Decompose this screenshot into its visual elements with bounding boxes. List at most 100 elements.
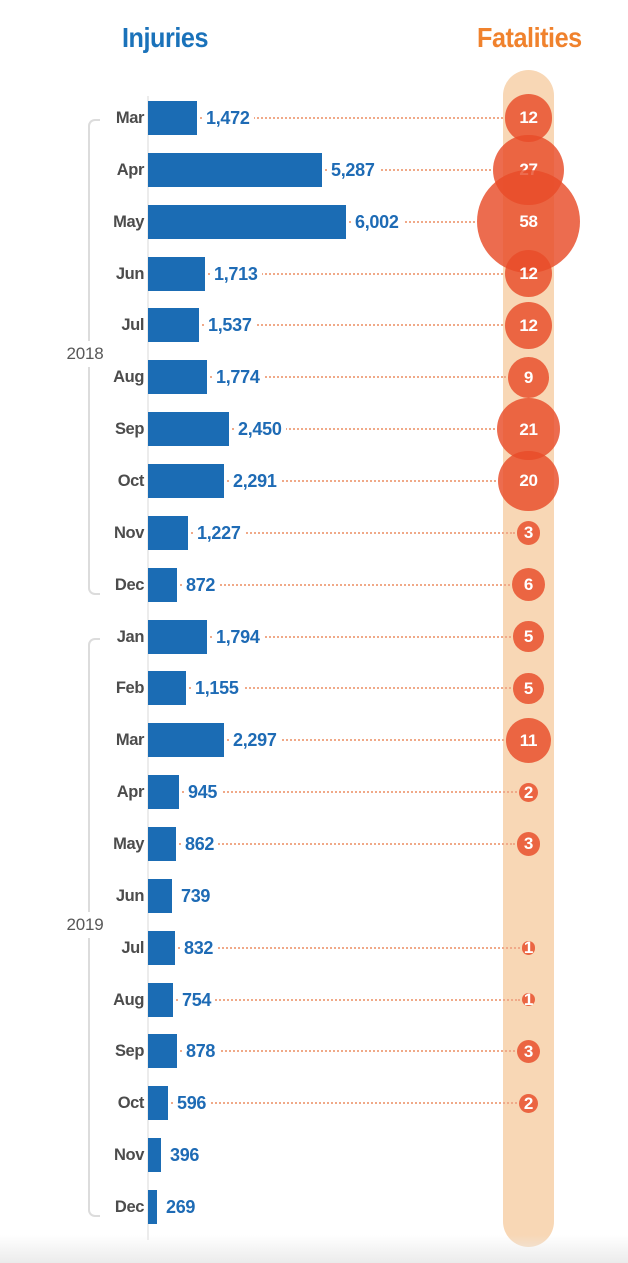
injuries-bar-2018-sep	[148, 412, 229, 447]
fatalities-bubble-2018-aug: 9	[508, 356, 549, 398]
leader-dotted-line	[210, 635, 512, 638]
fatalities-value: 11	[519, 730, 538, 750]
injuries-bar-2019-apr	[148, 775, 179, 810]
fatalities-bubble-2019-oct: 2	[518, 1093, 539, 1113]
injuries-bar-2019-aug	[148, 982, 173, 1017]
injuries-value-2018-sep: 2,450	[234, 418, 286, 441]
injuries-bar-2019-jan	[148, 619, 207, 654]
injuries-bar-2018-may	[148, 204, 346, 239]
injuries-value-2018-nov: 1,227	[193, 521, 245, 544]
injuries-value-2018-dec: 872	[182, 573, 220, 596]
injuries-value-2019-jun: 739	[177, 884, 215, 907]
leader-dotted-line	[208, 272, 503, 275]
fatalities-value: 2	[523, 782, 534, 802]
injuries-bar-2019-oct	[148, 1086, 168, 1121]
month-label-2018-sep: Sep	[114, 420, 144, 439]
fatalities-bubble-2019-jan: 5	[513, 621, 544, 652]
injuries-bar-2019-sep	[148, 1034, 177, 1069]
fatalities-bubble-2018-jul: 12	[504, 301, 553, 349]
injuries-value-2019-nov: 396	[166, 1144, 204, 1167]
leader-dotted-line	[171, 1102, 517, 1105]
year-label-2019: 2019	[56, 911, 114, 938]
bottom-fade	[0, 1235, 628, 1263]
month-label-2018-may: May	[113, 212, 144, 231]
month-label-2018-jul: Jul	[121, 316, 144, 335]
leader-dotted-line	[227, 739, 504, 742]
fatalities-value: 3	[523, 1041, 534, 1061]
leader-dotted-line	[180, 583, 510, 586]
month-label-2019-mar: Mar	[115, 731, 145, 750]
month-label-2018-dec: Dec	[114, 575, 144, 594]
month-label-2019-oct: Oct	[117, 1094, 145, 1113]
injuries-value-2019-oct: 596	[173, 1092, 211, 1115]
injuries-bar-2019-nov	[148, 1138, 161, 1173]
fatalities-value: 3	[523, 523, 534, 543]
month-label-2019-sep: Sep	[114, 1042, 144, 1061]
month-label-2019-apr: Apr	[116, 783, 145, 802]
fatalities-bubble-2019-feb: 5	[513, 673, 544, 704]
injuries-title: Injuries	[122, 22, 209, 53]
fatalities-value: 5	[523, 678, 534, 698]
fatalities-value: 3	[523, 834, 534, 854]
month-label-2019-may: May	[113, 834, 144, 853]
leader-dotted-line	[210, 376, 507, 379]
leader-dotted-line	[182, 791, 517, 794]
month-label-2018-mar: Mar	[115, 109, 145, 127]
fatalities-bubble-2018-dec: 6	[511, 568, 546, 602]
fatalities-value: 21	[519, 419, 538, 439]
injuries-value-2018-jun: 1,713	[210, 262, 262, 285]
injuries-value-2019-may: 862	[181, 832, 219, 855]
injuries-value-2019-aug: 754	[178, 988, 216, 1011]
injuries-bar-2018-nov	[148, 515, 188, 550]
month-label-2018-aug: Aug	[113, 368, 144, 387]
leader-dotted-line	[178, 946, 520, 949]
injuries-value-2018-apr: 5,287	[327, 158, 379, 181]
injuries-value-2018-mar: 1,472	[202, 107, 254, 129]
month-label-2019-jan: Jan	[116, 627, 145, 646]
injuries-bar-2018-apr	[148, 152, 322, 187]
leader-dotted-line	[176, 998, 520, 1001]
month-label-2019-nov: Nov	[114, 1146, 144, 1165]
injuries-value-2018-jul: 1,537	[204, 314, 256, 337]
injuries-bar-2019-jul	[148, 930, 175, 965]
injuries-bar-2018-jul	[148, 308, 199, 343]
fatalities-value: 2	[523, 1093, 534, 1113]
fatalities-bubble-2018-oct: 20	[498, 450, 559, 512]
injuries-value-2018-aug: 1,774	[212, 366, 264, 389]
fatalities-bubble-2019-sep: 3	[516, 1039, 541, 1064]
fatalities-title: Fatalities	[477, 22, 582, 53]
injuries-bar-2018-oct	[148, 463, 224, 498]
injuries-bar-2019-feb	[148, 671, 186, 706]
injuries-value-2019-jul: 832	[180, 936, 218, 959]
month-label-2018-oct: Oct	[117, 471, 145, 490]
injuries-value-2018-oct: 2,291	[229, 469, 281, 492]
fatalities-bubble-2018-jun: 12	[504, 250, 553, 298]
fatalities-value: 20	[519, 471, 538, 491]
leader-dotted-line	[349, 220, 475, 223]
year-label-2018: 2018	[56, 341, 114, 368]
injuries-bar-2019-mar	[148, 723, 224, 758]
month-label-2019-feb: Feb	[115, 679, 145, 698]
month-label-2018-nov: Nov	[114, 523, 144, 542]
month-label-2018-jun: Jun	[115, 264, 145, 283]
injuries-value-2019-dec: 269	[162, 1195, 200, 1218]
injuries-bar-2019-jun	[148, 878, 172, 913]
leader-dotted-line	[232, 428, 496, 431]
leader-dotted-line	[227, 479, 497, 482]
month-label-2019-aug: Aug	[113, 990, 144, 1009]
fatalities-bubble-2018-mar: 12	[504, 94, 553, 142]
leader-dotted-line	[325, 168, 492, 171]
month-label-2018-apr: Apr	[116, 160, 145, 179]
injuries-value-2019-feb: 1,155	[191, 677, 243, 700]
injuries-bar-2018-mar	[148, 101, 197, 135]
injuries-bar-2018-jun	[148, 256, 205, 291]
leader-dotted-line	[180, 1050, 515, 1053]
leader-dotted-line	[179, 842, 515, 845]
fatalities-bubble-2019-apr: 2	[518, 782, 539, 802]
bar-baseline-axis	[147, 96, 149, 1240]
fatalities-bubble-2018-nov: 3	[516, 521, 541, 545]
leader-dotted-line	[200, 117, 503, 119]
injuries-value-2019-sep: 878	[182, 1040, 220, 1063]
injuries-bar-2018-dec	[148, 567, 177, 602]
